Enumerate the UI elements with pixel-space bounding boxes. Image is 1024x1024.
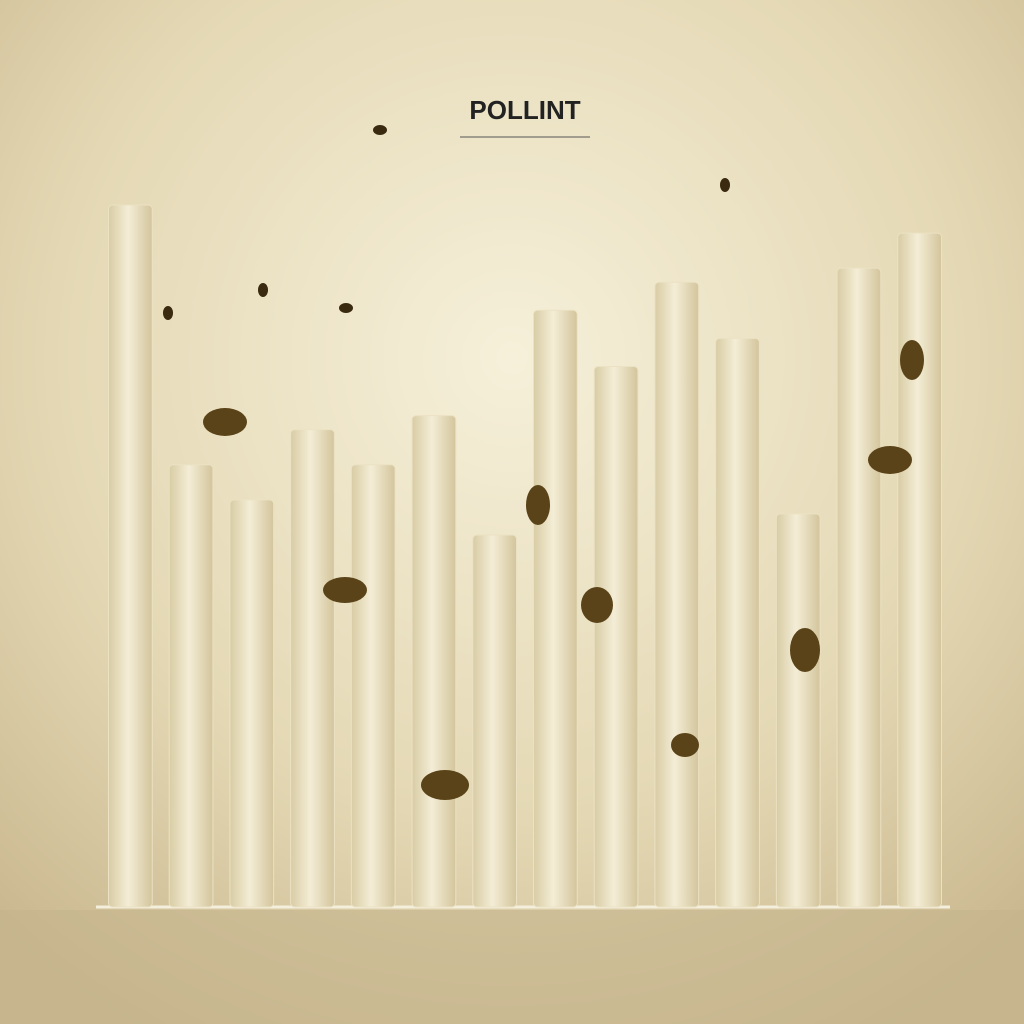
- bar: [715, 337, 760, 908]
- bar: [836, 267, 882, 908]
- bars: [108, 204, 942, 908]
- bar: [897, 232, 942, 908]
- bar: [654, 281, 700, 908]
- bar: [593, 365, 639, 908]
- bar: [108, 204, 153, 908]
- floor: [0, 910, 1024, 1024]
- bar: [168, 464, 214, 908]
- bar: [533, 309, 578, 908]
- bar: [229, 499, 275, 908]
- bar: [472, 534, 517, 908]
- bar: [290, 429, 335, 908]
- chart-title: POLLINT: [469, 95, 580, 125]
- bee-decorations: [163, 125, 924, 800]
- bar: [775, 513, 821, 908]
- bar: [411, 415, 457, 908]
- bar: [350, 464, 396, 908]
